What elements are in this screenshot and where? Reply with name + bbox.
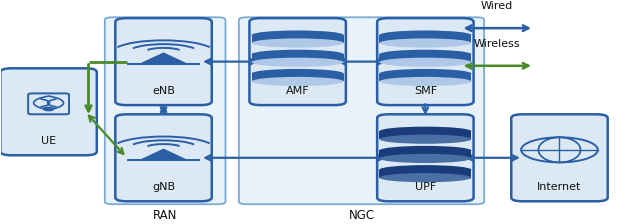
Ellipse shape	[380, 146, 471, 155]
FancyBboxPatch shape	[250, 18, 346, 105]
Ellipse shape	[380, 173, 471, 182]
Circle shape	[44, 107, 54, 111]
Ellipse shape	[380, 38, 471, 48]
FancyBboxPatch shape	[105, 17, 225, 204]
Text: Internet: Internet	[538, 182, 582, 192]
Text: NGC: NGC	[348, 209, 374, 222]
FancyBboxPatch shape	[115, 114, 212, 201]
Text: RAN: RAN	[153, 209, 177, 222]
Polygon shape	[140, 52, 188, 64]
Bar	[380, 151, 471, 158]
Ellipse shape	[380, 50, 471, 59]
Ellipse shape	[380, 135, 471, 144]
Ellipse shape	[252, 30, 344, 40]
Text: Wired: Wired	[481, 1, 513, 11]
Ellipse shape	[380, 165, 471, 174]
Bar	[380, 54, 471, 62]
FancyBboxPatch shape	[115, 18, 212, 105]
Bar	[380, 170, 471, 178]
Bar	[252, 73, 344, 82]
Ellipse shape	[380, 154, 471, 163]
Bar	[380, 35, 471, 43]
Text: Wireless: Wireless	[474, 39, 520, 49]
Text: UE: UE	[41, 136, 56, 146]
Ellipse shape	[380, 30, 471, 40]
Ellipse shape	[252, 58, 344, 67]
Ellipse shape	[252, 77, 344, 86]
Ellipse shape	[380, 127, 471, 136]
FancyBboxPatch shape	[1, 68, 97, 155]
Ellipse shape	[252, 50, 344, 59]
FancyBboxPatch shape	[377, 18, 474, 105]
Text: SMF: SMF	[414, 86, 437, 96]
Ellipse shape	[252, 69, 344, 78]
Ellipse shape	[380, 58, 471, 67]
Bar	[252, 35, 344, 43]
Bar	[380, 73, 471, 82]
Polygon shape	[140, 149, 188, 160]
Text: gNB: gNB	[152, 182, 175, 192]
FancyBboxPatch shape	[239, 17, 484, 204]
Text: AMF: AMF	[286, 86, 310, 96]
Ellipse shape	[380, 69, 471, 78]
Text: eNB: eNB	[152, 86, 175, 96]
Bar	[252, 54, 344, 62]
FancyBboxPatch shape	[511, 114, 608, 201]
Text: UPF: UPF	[415, 182, 436, 192]
Ellipse shape	[252, 38, 344, 48]
Bar	[380, 131, 471, 139]
FancyBboxPatch shape	[377, 114, 474, 201]
Ellipse shape	[380, 77, 471, 86]
FancyBboxPatch shape	[28, 93, 69, 114]
